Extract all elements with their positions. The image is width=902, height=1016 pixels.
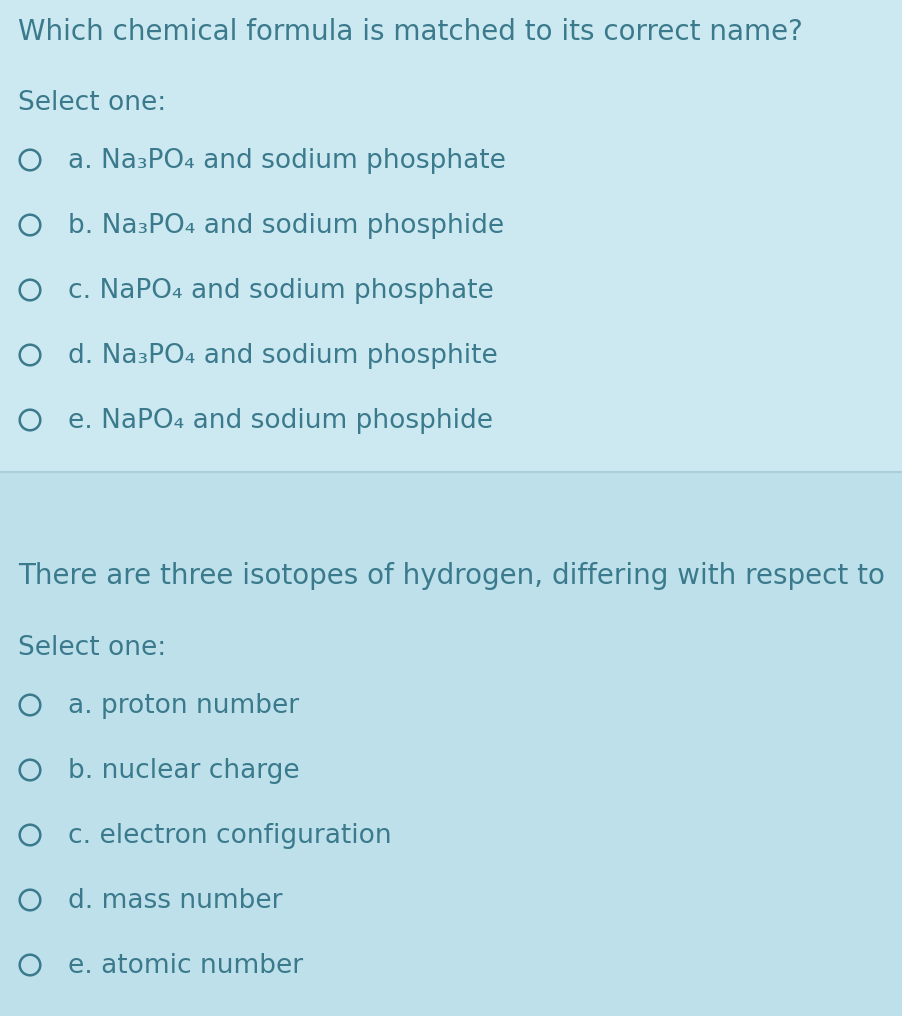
Text: b. nuclear charge: b. nuclear charge [68, 758, 299, 784]
Point [23, 827, 37, 843]
Text: c. NaPO₄ and sodium phosphate: c. NaPO₄ and sodium phosphate [68, 278, 493, 304]
Text: e. atomic number: e. atomic number [68, 953, 303, 979]
Point [23, 892, 37, 908]
Text: Which chemical formula is matched to its correct name?: Which chemical formula is matched to its… [18, 18, 802, 46]
Bar [0, 0, 902, 472]
Text: b. Na₃PO₄ and sodium phosphide: b. Na₃PO₄ and sodium phosphide [68, 213, 503, 239]
Point [23, 346, 37, 363]
Text: a. Na₃PO₄ and sodium phosphate: a. Na₃PO₄ and sodium phosphate [68, 148, 505, 174]
Point [23, 216, 37, 233]
Text: Select one:: Select one: [18, 635, 166, 661]
Text: Select one:: Select one: [18, 90, 166, 116]
Point [23, 151, 37, 168]
Point [23, 697, 37, 713]
Point [23, 411, 37, 428]
Text: d. Na₃PO₄ and sodium phosphite: d. Na₃PO₄ and sodium phosphite [68, 343, 497, 369]
Text: c. electron configuration: c. electron configuration [68, 823, 391, 849]
Text: e. NaPO₄ and sodium phosphide: e. NaPO₄ and sodium phosphide [68, 408, 492, 434]
Point [23, 762, 37, 778]
Point [23, 957, 37, 973]
Text: a. proton number: a. proton number [68, 693, 299, 719]
Bar [0, 472, 902, 1016]
Point [23, 281, 37, 298]
Text: d. mass number: d. mass number [68, 888, 282, 914]
Text: There are three isotopes of hydrogen, differing with respect to: There are three isotopes of hydrogen, di… [18, 562, 884, 590]
